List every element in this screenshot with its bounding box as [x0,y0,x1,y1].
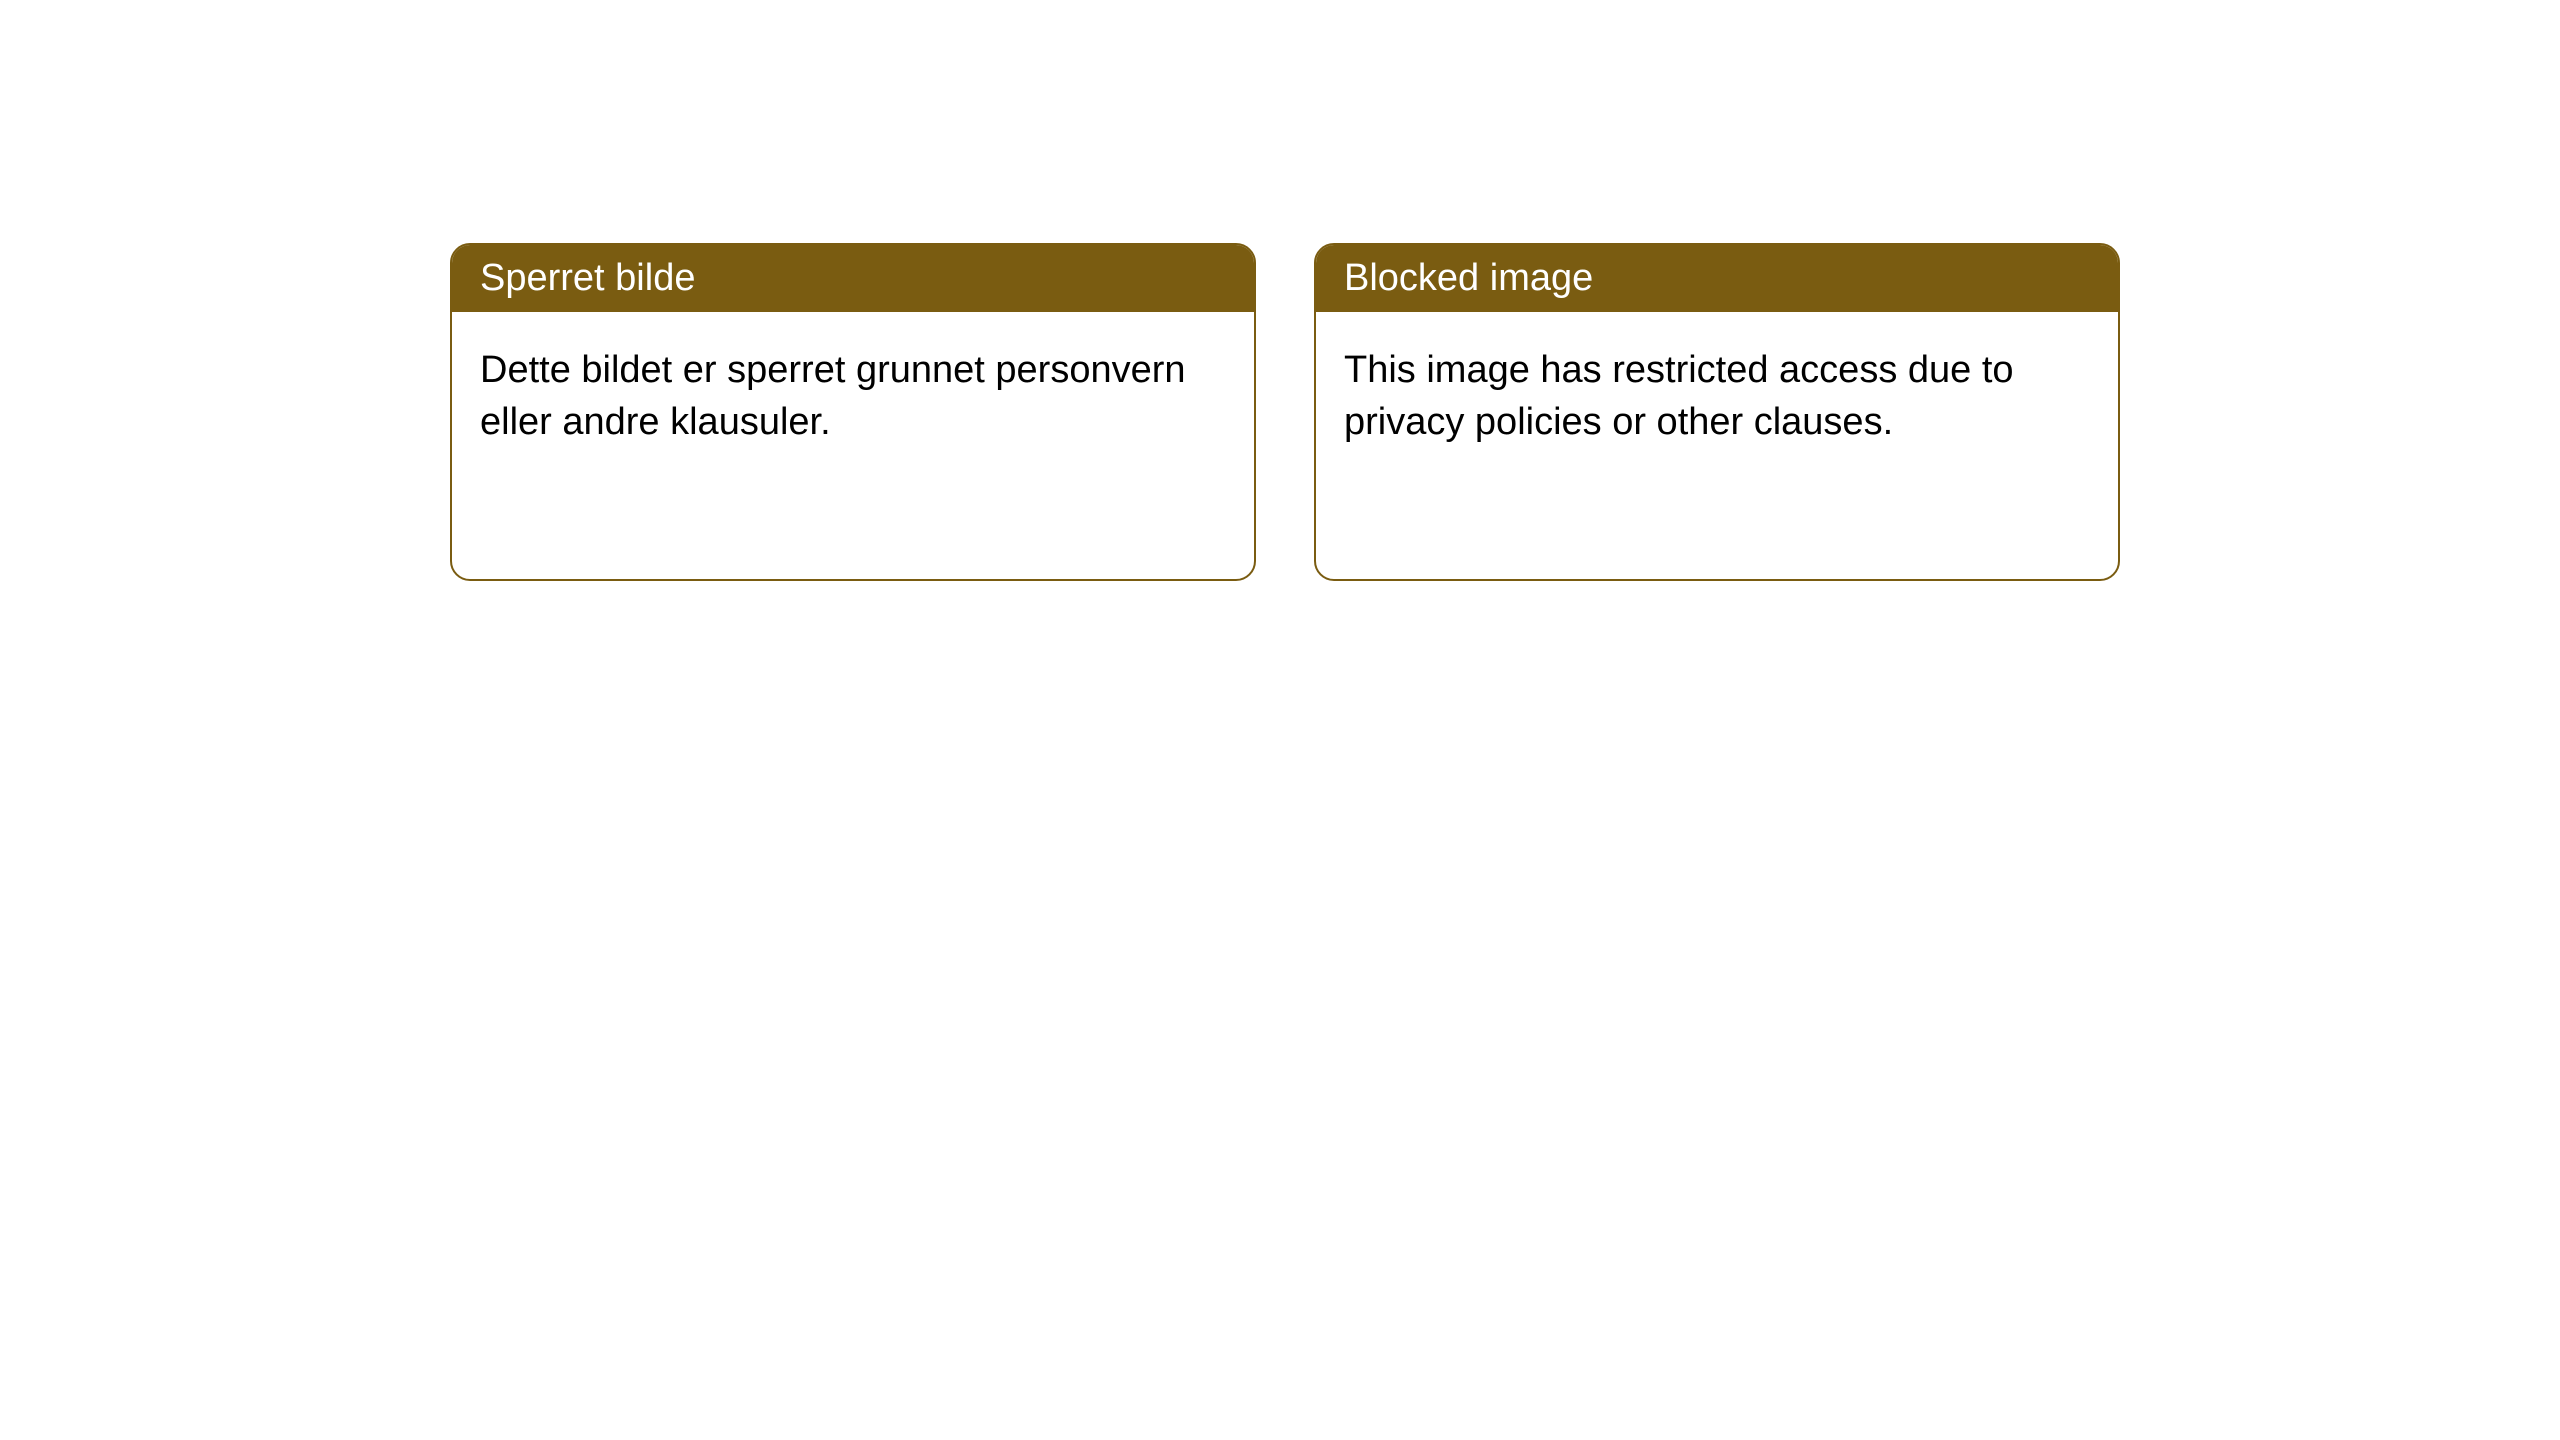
card-body-text: This image has restricted access due to … [1344,349,2014,443]
card-title: Sperret bilde [480,257,695,299]
card-title: Blocked image [1344,257,1593,299]
notice-container: Sperret bilde Dette bildet er sperret gr… [0,0,2560,581]
blocked-image-card-no: Sperret bilde Dette bildet er sperret gr… [450,243,1256,581]
card-body-text: Dette bildet er sperret grunnet personve… [480,349,1186,443]
card-body: Dette bildet er sperret grunnet personve… [452,312,1254,481]
card-header: Blocked image [1316,245,2118,312]
blocked-image-card-en: Blocked image This image has restricted … [1314,243,2120,581]
card-header: Sperret bilde [452,245,1254,312]
card-body: This image has restricted access due to … [1316,312,2118,481]
